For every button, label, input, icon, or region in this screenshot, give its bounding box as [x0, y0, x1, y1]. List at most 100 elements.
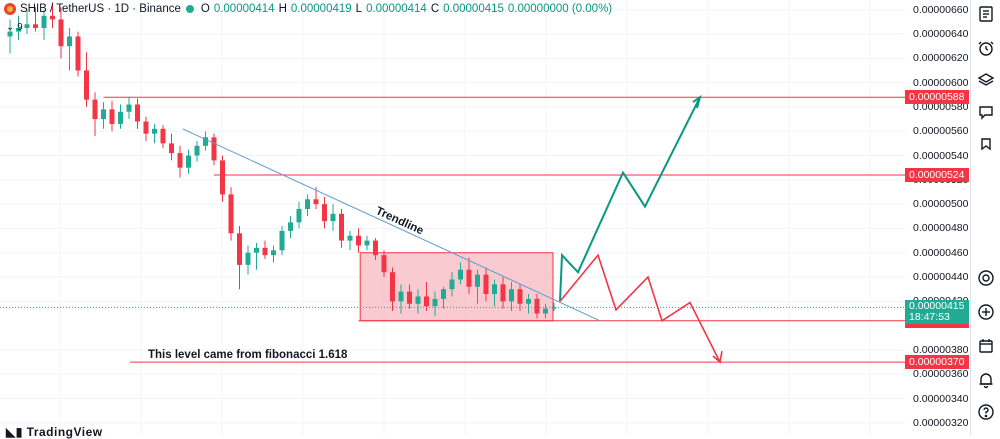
price-tick-label: 0.00000600	[913, 76, 969, 89]
price-tick-label: 0.00000480	[913, 222, 969, 235]
candle-body	[500, 284, 506, 302]
candle-body	[262, 247, 268, 256]
candle-body	[228, 194, 234, 234]
trendline	[182, 128, 601, 322]
tradingview-logo[interactable]: ◣▮ TradingView	[6, 425, 103, 439]
projection-up-arrowhead	[692, 94, 702, 109]
indicator-count: 9	[17, 22, 23, 33]
candle-body	[220, 160, 225, 195]
candle-body	[33, 24, 38, 28]
close-label: C	[430, 3, 440, 15]
candle-body	[517, 289, 523, 304]
candle-body	[75, 36, 81, 71]
candle-body	[271, 250, 276, 256]
candle-body	[58, 19, 64, 47]
price-tick-label: 0.00000320	[913, 416, 969, 429]
trendline-line	[182, 128, 601, 322]
watchlist-icon[interactable]	[976, 4, 996, 24]
candle-body	[50, 15, 55, 20]
current-price-value: 0.00000415	[909, 300, 965, 313]
candle-body	[390, 272, 395, 302]
shib-logo-icon	[4, 3, 16, 15]
chat-icon[interactable]	[976, 102, 996, 122]
candle-body	[211, 137, 217, 161]
price-tick-label: 0.00000380	[913, 343, 969, 356]
candle-body	[449, 279, 455, 290]
price-tick-label: 0.00000500	[913, 198, 969, 211]
candle-body	[16, 27, 21, 32]
open-value: 0.00000414	[213, 3, 275, 15]
candles	[7, 2, 557, 319]
candle-body	[398, 291, 404, 302]
candle-body	[475, 274, 480, 287]
candle-body	[322, 204, 327, 222]
candle-body	[356, 235, 361, 246]
candle-body	[381, 255, 387, 273]
candle-body	[415, 296, 421, 304]
fibonacci-label: This level came from fibonacci 1.618	[148, 349, 348, 361]
projections	[559, 94, 723, 364]
candle-body	[160, 128, 166, 144]
candle-body	[109, 109, 115, 124]
level-price-tag: 0.00000588	[905, 90, 969, 105]
candle-body	[118, 111, 123, 124]
alert-clock-icon[interactable]	[976, 38, 996, 58]
open-label: O	[200, 3, 210, 15]
candle-body	[92, 99, 98, 120]
low-label: L	[355, 3, 363, 15]
candle-body	[373, 240, 378, 256]
candle-body	[245, 252, 251, 265]
tradingview-brand-text: TradingView	[26, 425, 103, 439]
candle-body	[330, 213, 336, 222]
price-tick-label: 0.00000440	[913, 271, 969, 284]
indicator-toggle[interactable]: ⌄ 9	[6, 22, 23, 33]
candle-body	[84, 70, 89, 100]
candle-body	[24, 24, 30, 28]
price-tick-label: 0.00000360	[913, 368, 969, 381]
high-label: H	[278, 3, 287, 15]
candle-body	[203, 137, 208, 146]
candle-body	[143, 121, 149, 134]
chevron-down-icon: ⌄	[6, 22, 15, 33]
candle-body	[126, 104, 132, 112]
notifications-icon[interactable]	[976, 370, 996, 390]
ideas-icon[interactable]	[976, 134, 996, 154]
candle-body	[483, 274, 489, 295]
high-value: 0.00000419	[290, 3, 352, 15]
candle-body	[534, 298, 540, 314]
price-chart[interactable]: Trendline This level came from fibonacci…	[0, 0, 905, 435]
candle-body	[466, 269, 472, 287]
candle-body	[237, 233, 242, 265]
calendar-icon[interactable]	[976, 336, 996, 356]
projection-down-path	[559, 253, 721, 363]
price-tick-label: 0.00000340	[913, 392, 969, 405]
candle-body	[169, 143, 174, 154]
candle-body	[279, 230, 285, 251]
price-tick-label: 0.00000560	[913, 125, 969, 138]
trendline-label: Trendline	[374, 205, 425, 237]
low-value: 0.00000414	[366, 3, 427, 15]
price-tick-label: 0.00000620	[913, 52, 969, 65]
projection-down-arrowhead	[712, 351, 723, 364]
candle-body	[288, 222, 293, 231]
bar-countdown: 18:47:53	[909, 311, 950, 324]
price-axis[interactable]: 0.00000660 0.00000640 0.00000620 0.00000600…	[905, 0, 970, 435]
candle-body	[7, 31, 13, 37]
candle-body	[339, 213, 344, 241]
candle-body	[458, 269, 463, 280]
layers-icon[interactable]	[976, 70, 996, 90]
current-price-tag: 0.00000415 18:47:53	[905, 300, 969, 325]
candle-body	[509, 289, 514, 302]
chart-legend: SHIB / TetherUS · 1D · Binance O 0.000004…	[4, 3, 612, 15]
candle-body	[347, 235, 353, 241]
close-value: 0.00000415	[443, 3, 504, 15]
data-window-icon[interactable]	[976, 302, 996, 322]
candle-body	[551, 307, 557, 309]
help-icon[interactable]	[976, 402, 996, 422]
zone-rect	[359, 252, 554, 322]
symbol-label[interactable]: SHIB / TetherUS · 1D · Binance	[20, 3, 181, 15]
candle-body	[432, 298, 438, 307]
chart-grid	[0, 0, 905, 435]
target-icon[interactable]	[976, 268, 996, 288]
candle-body	[194, 145, 200, 156]
